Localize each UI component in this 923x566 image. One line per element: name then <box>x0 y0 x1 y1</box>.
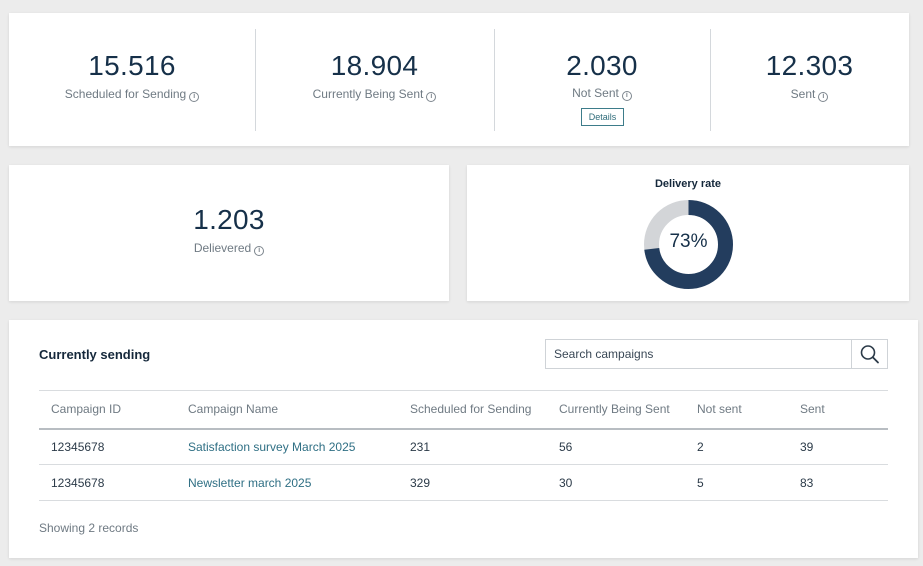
campaign-name-link[interactable]: Newsletter march 2025 <box>176 464 398 501</box>
cell-scheduled: 231 <box>398 428 547 465</box>
divider <box>255 29 256 131</box>
stat-sent-value: 12.303 <box>765 50 854 81</box>
details-button[interactable]: Details <box>581 108 624 126</box>
column-header-scheduled[interactable]: Scheduled for Sending <box>398 390 547 430</box>
campaigns-table: Campaign ID Campaign Name Scheduled for … <box>39 390 888 501</box>
stats-summary-card: 15.516 Scheduled for Sending i 18.904 Cur… <box>9 13 909 146</box>
cell-not-sent: 2 <box>685 428 788 465</box>
cell-scheduled: 329 <box>398 464 547 501</box>
stat-scheduled-value: 15.516 <box>88 50 176 81</box>
column-header-sent[interactable]: Sent <box>788 390 888 430</box>
info-icon[interactable]: i <box>254 246 265 256</box>
cell-sent: 39 <box>788 428 888 465</box>
stat-delivered: 1.203 Delievered i <box>9 165 449 301</box>
cell-campaign-id: 12345678 <box>39 464 176 501</box>
stat-sent-label: Sent <box>790 87 816 101</box>
stat-not-sent-label: Not Sent <box>572 86 619 100</box>
campaign-name-link[interactable]: Satisfaction survey March 2025 <box>176 428 398 465</box>
stat-delivered-label: Delievered <box>193 241 252 255</box>
stat-delivered-value: 1.203 <box>193 204 265 235</box>
delivery-rate-donut: 73% <box>643 199 734 290</box>
search-button[interactable] <box>851 340 887 368</box>
column-header-currently-sending[interactable]: Currently Being Sent <box>547 390 685 430</box>
search-box <box>545 339 888 369</box>
stat-not-sent: 2.030 Not Sent i <box>494 13 710 146</box>
stat-scheduled: 15.516 Scheduled for Sending i <box>9 13 255 146</box>
divider <box>710 29 711 131</box>
stat-sent: 12.303 Sent i <box>710 13 909 146</box>
column-header-campaign-name[interactable]: Campaign Name <box>176 390 398 430</box>
cell-campaign-id: 12345678 <box>39 428 176 465</box>
section-title: Currently sending <box>39 347 151 362</box>
stat-currently-sending-value: 18.904 <box>330 50 419 81</box>
table-row: 12345678 Satisfaction survey March 2025 … <box>39 428 888 465</box>
divider <box>494 29 495 131</box>
info-icon[interactable]: i <box>621 91 632 101</box>
info-icon[interactable]: i <box>189 92 200 102</box>
cell-currently-sending: 30 <box>547 464 685 501</box>
search-icon <box>860 345 879 364</box>
donut-fill <box>644 200 733 289</box>
stat-scheduled-label: Scheduled for Sending <box>64 87 187 101</box>
search-input[interactable] <box>546 340 852 368</box>
column-header-not-sent[interactable]: Not sent <box>685 390 788 430</box>
info-icon[interactable]: i <box>426 92 437 102</box>
donut-chart <box>644 200 733 289</box>
stat-not-sent-value: 2.030 <box>566 50 638 81</box>
delivery-rate-card: Delivery rate 73% <box>467 165 909 301</box>
column-header-campaign-id[interactable]: Campaign ID <box>39 390 176 430</box>
cell-sent: 83 <box>788 464 888 501</box>
stat-currently-sending: 18.904 Currently Being Sent i <box>255 13 494 146</box>
records-count: Showing 2 records <box>39 521 139 535</box>
delivered-card: 1.203 Delievered i <box>9 165 449 301</box>
stat-currently-sending-label: Currently Being Sent <box>312 87 424 101</box>
delivery-rate-title: Delivery rate <box>654 178 722 190</box>
cell-currently-sending: 56 <box>547 428 685 465</box>
table-header-row: Campaign ID Campaign Name Scheduled for … <box>39 390 888 430</box>
cell-not-sent: 5 <box>685 464 788 501</box>
delivery-rate-percent: 73% <box>669 231 708 252</box>
campaigns-card: Currently sending Campaign ID Campaign N… <box>9 320 918 558</box>
table-row: 12345678 Newsletter march 2025 329 30 5 … <box>39 464 888 501</box>
info-icon[interactable]: i <box>818 92 829 102</box>
